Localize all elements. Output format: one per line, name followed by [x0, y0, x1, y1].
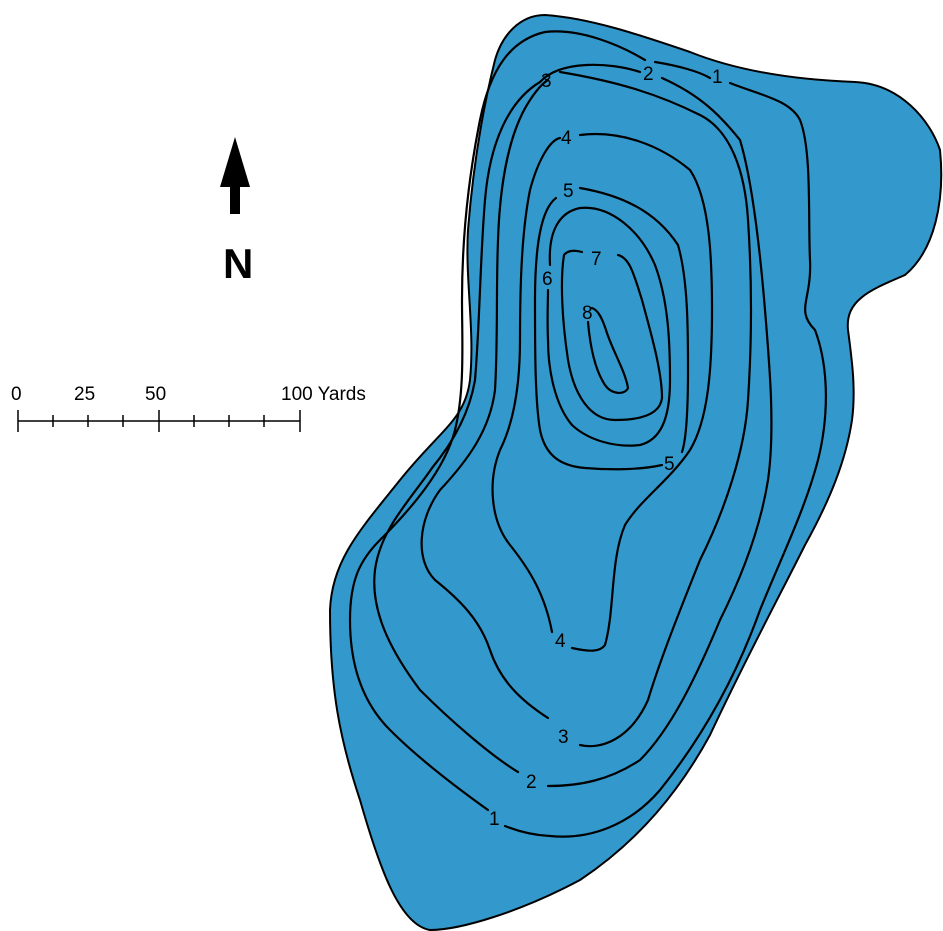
depth-labels: 1 2 3 4 5 6 7 8 5 4 3 2 1 [489, 64, 723, 830]
depth-label-3-north: 3 [541, 71, 552, 92]
north-arrow: N [220, 137, 253, 287]
depth-label-5-south: 5 [664, 454, 675, 475]
depth-label-1-north: 1 [712, 67, 723, 88]
scale-label-50: 50 [145, 384, 166, 405]
scale-label-0: 0 [11, 384, 22, 405]
depth-label-2-south: 2 [526, 772, 537, 793]
contour-depth-3 [420, 70, 753, 748]
north-label: N [223, 240, 253, 287]
depth-label-8: 8 [582, 303, 593, 324]
depth-label-2-north: 2 [643, 64, 654, 85]
depth-label-7: 7 [591, 249, 602, 270]
depth-contours [348, 30, 827, 838]
depth-label-3-south: 3 [558, 727, 569, 748]
depth-label-6: 6 [542, 269, 553, 290]
depth-label-4-north: 4 [561, 128, 572, 149]
depth-label-1-south: 1 [489, 809, 500, 830]
contour-depth-8 [586, 306, 630, 394]
scale-label-100-yards: 100 Yards [281, 384, 366, 405]
contour-depth-1 [348, 30, 827, 838]
contour-depth-4 [491, 133, 714, 652]
contour-depth-6 [546, 206, 672, 447]
contour-depth-7 [560, 249, 664, 422]
scale-label-25: 25 [74, 384, 95, 405]
north-arrow-icon [220, 137, 250, 214]
lake-shoreline [328, 13, 943, 931]
contour-depth-2 [373, 63, 773, 788]
contour-depth-5 [533, 186, 690, 471]
scale-bar: 0 25 50 100 Yards [11, 384, 366, 432]
depth-label-4-south: 4 [555, 631, 566, 652]
depth-label-5-north: 5 [563, 181, 574, 202]
